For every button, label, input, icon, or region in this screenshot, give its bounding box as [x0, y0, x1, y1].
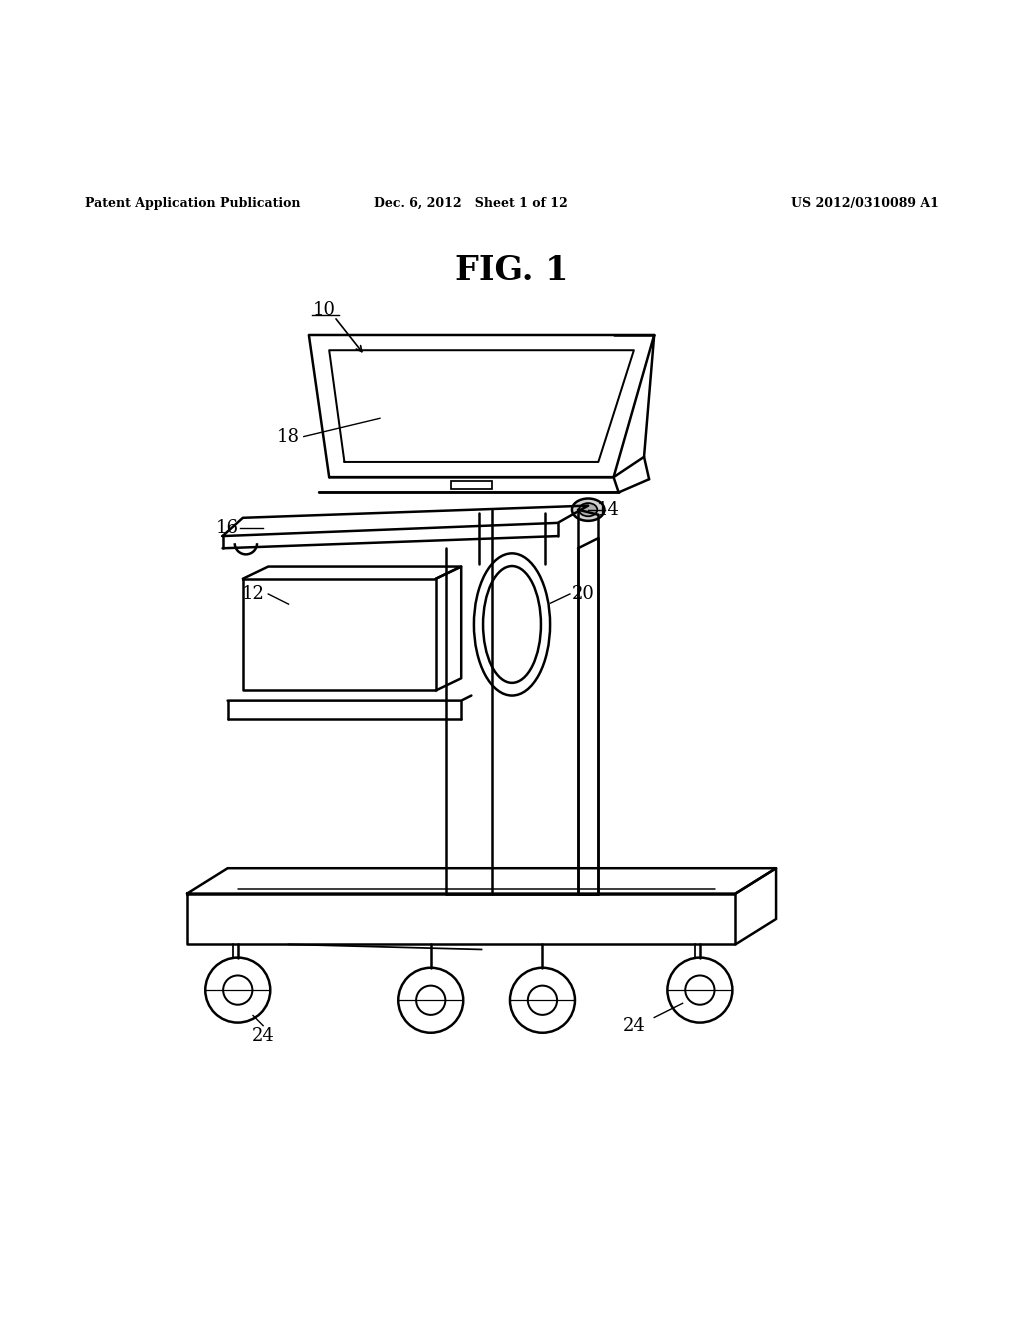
Circle shape	[416, 986, 445, 1015]
Ellipse shape	[579, 503, 597, 516]
Bar	[451, 482, 492, 490]
Text: 18: 18	[278, 428, 300, 446]
Circle shape	[398, 968, 463, 1032]
Circle shape	[527, 986, 557, 1015]
Text: 24: 24	[252, 1027, 274, 1045]
Text: 12: 12	[242, 585, 264, 603]
Circle shape	[685, 975, 715, 1005]
Text: FIG. 1: FIG. 1	[456, 253, 568, 286]
Circle shape	[510, 968, 574, 1032]
Text: 14: 14	[597, 500, 620, 519]
Text: 20: 20	[571, 585, 595, 603]
Circle shape	[205, 957, 270, 1023]
Circle shape	[223, 975, 252, 1005]
Circle shape	[668, 957, 732, 1023]
Text: 10: 10	[312, 301, 336, 318]
Text: 24: 24	[623, 1016, 645, 1035]
Text: Dec. 6, 2012   Sheet 1 of 12: Dec. 6, 2012 Sheet 1 of 12	[375, 197, 568, 210]
Text: 16: 16	[216, 519, 240, 537]
Text: Patent Application Publication: Patent Application Publication	[85, 197, 301, 210]
Ellipse shape	[572, 499, 604, 521]
Text: US 2012/0310089 A1: US 2012/0310089 A1	[791, 197, 939, 210]
Ellipse shape	[474, 553, 550, 696]
Ellipse shape	[483, 566, 541, 682]
